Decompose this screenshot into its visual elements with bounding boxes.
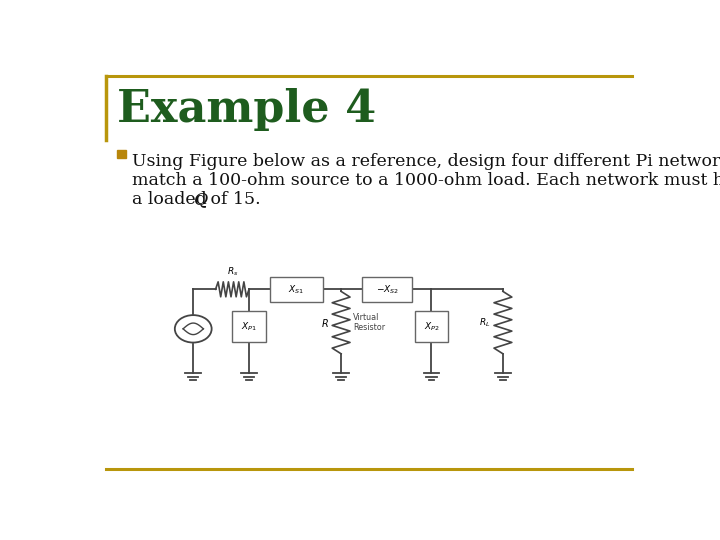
Bar [415, 311, 449, 342]
Text: Example 4: Example 4 [117, 87, 376, 131]
Text: $R$: $R$ [321, 316, 329, 329]
Text: of 15.: of 15. [205, 191, 261, 208]
Bar [362, 277, 413, 302]
Bar [233, 311, 266, 342]
Text: Virtual
Resistor: Virtual Resistor [354, 313, 385, 332]
Bar [270, 277, 323, 302]
Bar [117, 150, 126, 158]
Text: $X_{S1}$: $X_{S1}$ [289, 283, 305, 295]
Text: match a 100-ohm source to a 1000-ohm load. Each network must have: match a 100-ohm source to a 1000-ohm loa… [132, 172, 720, 189]
Text: a loaded: a loaded [132, 191, 212, 208]
Text: $R_s$: $R_s$ [227, 265, 238, 278]
Text: $X_{P1}$: $X_{P1}$ [241, 321, 257, 333]
Text: $R_L$: $R_L$ [480, 316, 490, 329]
Text: Using Figure below as a reference, design four different Pi networks to: Using Figure below as a reference, desig… [132, 153, 720, 170]
Text: $-X_{S2}$: $-X_{S2}$ [376, 283, 399, 295]
Text: Q: Q [194, 191, 208, 208]
Text: $X_{P2}$: $X_{P2}$ [423, 321, 439, 333]
